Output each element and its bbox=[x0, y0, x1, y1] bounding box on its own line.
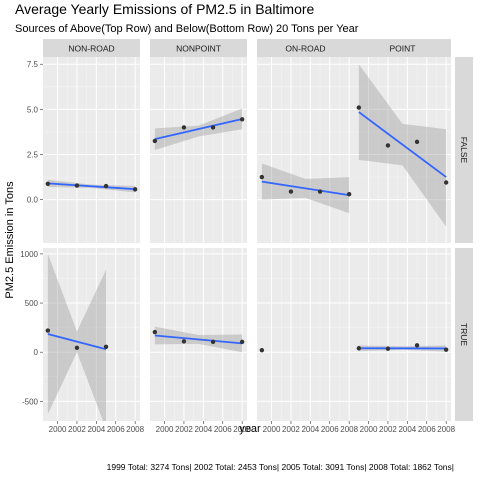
x-tick-label: 2000 bbox=[360, 425, 378, 434]
x-tick-label: 2006 bbox=[321, 425, 339, 434]
column-strip-label: ON-ROAD bbox=[285, 44, 325, 54]
data-point bbox=[46, 182, 50, 186]
data-point bbox=[182, 125, 186, 129]
x-tick-label: 2008 bbox=[340, 425, 358, 434]
data-point bbox=[415, 140, 419, 144]
chart-caption: 1999 Total: 3274 Tons| 2002 Total: 2453 … bbox=[107, 462, 454, 472]
data-point bbox=[260, 348, 264, 352]
x-tick-label: 2002 bbox=[175, 425, 193, 434]
y-tick-label: 500 bbox=[25, 299, 39, 308]
data-point bbox=[260, 175, 264, 179]
x-tick-label: 2000 bbox=[49, 425, 67, 434]
data-point bbox=[153, 330, 157, 334]
column-strip-label: NON-ROAD bbox=[68, 44, 114, 54]
facet-panel bbox=[150, 248, 247, 421]
facet-panel bbox=[257, 57, 354, 243]
data-point bbox=[240, 117, 244, 121]
x-axis-title: year bbox=[239, 423, 261, 435]
facet-panel bbox=[43, 57, 140, 243]
facet-panel bbox=[354, 248, 451, 421]
x-tick-label: 2000 bbox=[263, 425, 281, 434]
x-tick-label: 2004 bbox=[194, 425, 212, 434]
x-tick-label: 2008 bbox=[126, 425, 144, 434]
x-tick-label: 2004 bbox=[87, 425, 105, 434]
data-point bbox=[386, 143, 390, 147]
facet-panel bbox=[150, 57, 247, 243]
x-tick-label: 2000 bbox=[156, 425, 174, 434]
data-point bbox=[415, 343, 419, 347]
chart-title: Average Yearly Emissions of PM2.5 in Bal… bbox=[15, 1, 315, 17]
data-point bbox=[444, 180, 448, 184]
column-strip-label: POINT bbox=[390, 44, 416, 54]
data-point bbox=[347, 192, 351, 196]
y-tick-label: 5.0 bbox=[27, 105, 39, 114]
data-point bbox=[386, 347, 390, 351]
facet-panel bbox=[43, 248, 140, 429]
data-point bbox=[444, 348, 448, 352]
y-tick-label: 1000 bbox=[20, 250, 38, 259]
data-point bbox=[75, 346, 79, 350]
x-tick-label: 2002 bbox=[282, 425, 300, 434]
chart-subtitle: Sources of Above(Top Row) and Below(Bott… bbox=[15, 23, 359, 35]
data-point bbox=[211, 340, 215, 344]
data-point bbox=[289, 189, 293, 193]
row-strip-label: TRUE bbox=[459, 323, 469, 346]
data-point bbox=[211, 125, 215, 129]
data-point bbox=[357, 105, 361, 109]
data-point bbox=[75, 183, 79, 187]
x-tick-label: 2006 bbox=[107, 425, 125, 434]
x-tick-label: 2004 bbox=[398, 425, 416, 434]
data-point bbox=[182, 339, 186, 343]
x-tick-label: 2008 bbox=[437, 425, 455, 434]
y-axis-title: PM2.5 Emission in Tons bbox=[4, 181, 16, 299]
x-tick-label: 2002 bbox=[68, 425, 86, 434]
y-tick-label: 0.0 bbox=[27, 196, 39, 205]
x-tick-label: 2002 bbox=[379, 425, 397, 434]
data-point bbox=[153, 139, 157, 143]
data-point bbox=[46, 328, 50, 332]
panel-marks bbox=[260, 348, 264, 352]
y-tick-label: 7.5 bbox=[27, 60, 39, 69]
x-tick-label: 2004 bbox=[301, 425, 319, 434]
facet-panels: NON-ROAD NONPOINT ON-ROAD POINT FALSE 0.0 2.5 5… bbox=[20, 39, 473, 434]
data-point bbox=[357, 346, 361, 350]
row-strip-label: FALSE bbox=[459, 137, 469, 164]
data-point bbox=[104, 184, 108, 188]
facet-panel bbox=[257, 248, 354, 421]
facet-panel bbox=[354, 57, 451, 243]
data-point bbox=[133, 187, 137, 191]
data-point bbox=[240, 340, 244, 344]
y-tick-label: 0 bbox=[34, 348, 39, 357]
column-strip-label: NONPOINT bbox=[176, 44, 221, 54]
data-point bbox=[104, 345, 108, 349]
y-tick-label: 2.5 bbox=[27, 151, 39, 160]
x-tick-label: 2006 bbox=[418, 425, 436, 434]
data-point bbox=[318, 189, 322, 193]
x-tick-label: 2006 bbox=[214, 425, 232, 434]
y-tick-label: -500 bbox=[22, 397, 39, 406]
